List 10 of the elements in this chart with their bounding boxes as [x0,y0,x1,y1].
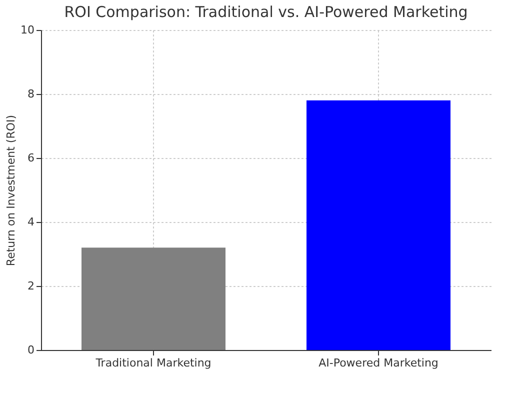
x-tick-label: Traditional Marketing [94,356,212,370]
chart-title: ROI Comparison: Traditional vs. AI-Powered Marketing [64,3,468,21]
y-tick-label: 0 [28,344,34,356]
y-tick-label: 2 [28,280,34,292]
x-tick-label: AI-Powered Marketing [318,356,438,370]
y-tick-label: 4 [28,216,34,228]
y-tick-label: 6 [28,152,34,164]
y-axis-title: Return on Investment (ROI) [4,114,18,266]
y-tick-label: 10 [20,24,34,36]
y-tick-label: 8 [28,88,34,100]
